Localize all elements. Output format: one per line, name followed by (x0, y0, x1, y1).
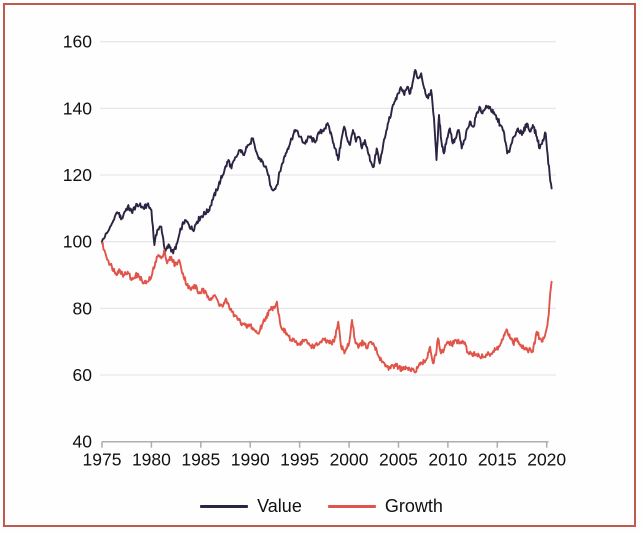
legend-label-growth: Growth (384, 496, 443, 516)
y-tick-label: 80 (73, 298, 93, 318)
x-tick-label: 1975 (83, 450, 122, 470)
y-tick-label: 140 (63, 98, 92, 118)
x-tick-label: 1995 (280, 450, 319, 470)
growth-line (101, 241, 553, 374)
y-tick-label: 40 (73, 432, 93, 452)
x-tick-label: 1990 (231, 450, 270, 470)
y-tick-label: 120 (63, 165, 92, 185)
growth-line-swatch (327, 504, 376, 508)
y-tick-label: 60 (73, 365, 93, 385)
x-tick-label: 2000 (330, 450, 369, 470)
x-tick-label: 1980 (132, 450, 171, 470)
x-tick-label: 2005 (379, 450, 418, 470)
legend-label-value: Value (257, 496, 302, 516)
x-tick-label: 2015 (478, 450, 517, 470)
value-line-swatch (200, 504, 249, 508)
x-tick-label: 2010 (428, 450, 467, 470)
legend-item-growth: Growth (327, 496, 443, 516)
y-tick-label: 100 (63, 232, 92, 252)
x-tick-label: 1985 (181, 450, 220, 470)
legend-item-value: Value (200, 497, 302, 515)
x-tick-label: 2020 (527, 450, 566, 470)
y-tick-label: 160 (63, 32, 92, 52)
value-line (101, 69, 553, 255)
chart-legend: Value Growth (0, 490, 643, 522)
